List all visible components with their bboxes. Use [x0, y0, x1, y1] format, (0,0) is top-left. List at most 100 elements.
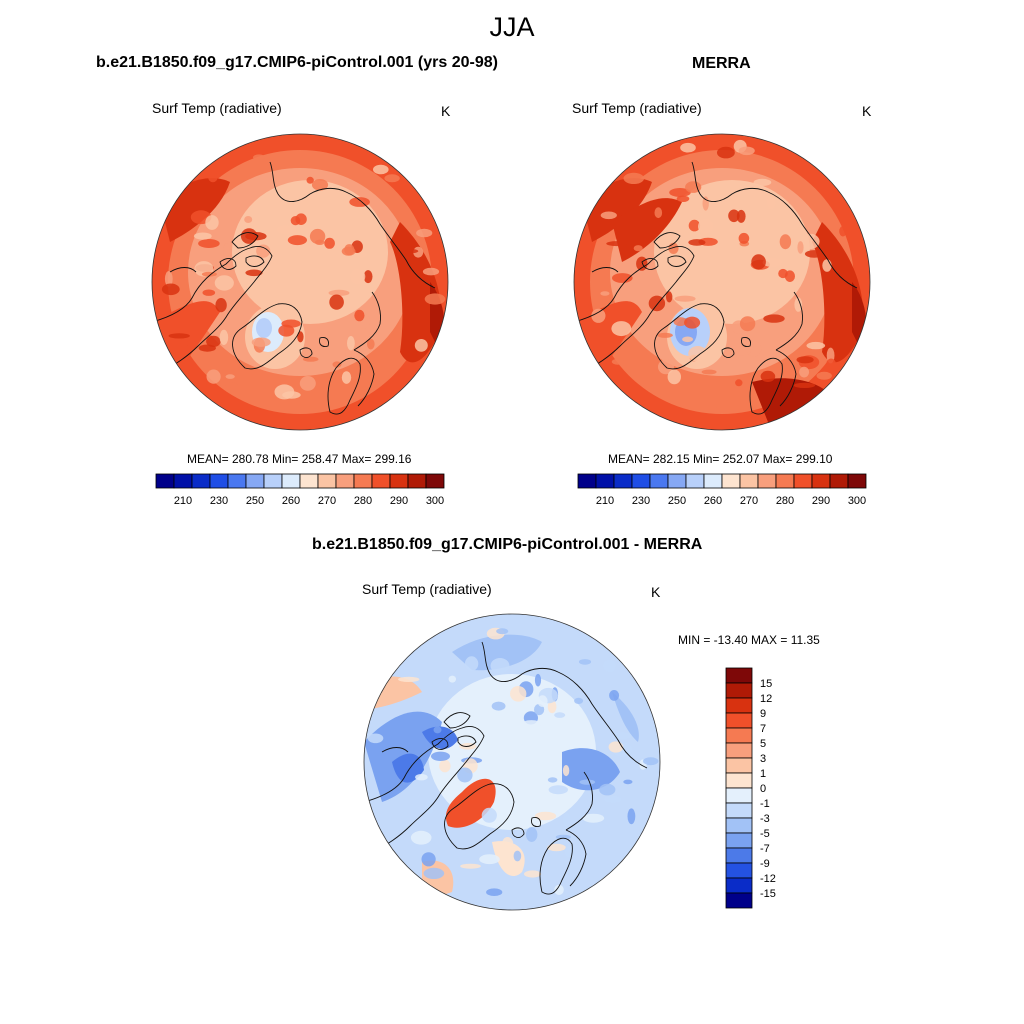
map-speckle	[657, 332, 673, 338]
colorbar-2-box	[829, 473, 849, 489]
map-region	[390, 222, 442, 363]
colorbar-3-tick-label: 15	[760, 678, 772, 690]
map-speckle	[554, 712, 566, 718]
coastline	[353, 349, 375, 407]
colorbar-2-box	[595, 473, 615, 489]
map-speckle	[784, 270, 795, 282]
colorbar-1-box	[245, 473, 265, 489]
map-speckle	[701, 369, 717, 375]
map-speckle	[735, 379, 743, 387]
coastline	[299, 347, 313, 358]
coastline	[231, 232, 259, 249]
coastline	[511, 827, 525, 838]
map-region	[256, 318, 272, 338]
map-speckle	[481, 807, 497, 823]
map-speckle	[574, 697, 584, 704]
colorbar-3-box	[725, 847, 753, 864]
coastline	[775, 291, 803, 351]
map-speckle	[341, 246, 356, 256]
coastline	[641, 258, 659, 270]
map-speckle	[425, 799, 434, 815]
map-speckle	[464, 656, 479, 672]
colorbar-3-tick-label: 3	[760, 753, 766, 765]
map-region	[612, 692, 639, 742]
map-region	[812, 222, 864, 363]
map-speckle	[341, 371, 352, 384]
map-speckle	[537, 695, 548, 707]
map-speckle	[164, 271, 173, 287]
map-speckle	[804, 250, 824, 258]
map-speckle	[627, 808, 636, 825]
map-speckle	[496, 628, 509, 635]
colorbar-3-box	[725, 832, 753, 849]
colorbar-2-tick-label: 210	[596, 495, 614, 507]
map-speckle	[839, 226, 847, 237]
colorbar-1-tick-label: 250	[246, 495, 264, 507]
colorbar-2-box	[613, 473, 633, 489]
map-speckle	[603, 659, 616, 673]
map-speckle	[208, 172, 218, 183]
map-speckle	[448, 675, 456, 683]
colorbar-3-tick-label: 7	[760, 723, 766, 735]
map-speckle	[794, 297, 803, 312]
map-speckle	[311, 179, 329, 191]
map-speckle	[684, 316, 701, 329]
map-speckle	[800, 233, 820, 250]
panel-2-unit: K	[862, 103, 872, 119]
map-speckle	[198, 239, 220, 248]
coastline	[481, 641, 648, 769]
map-speckle	[347, 336, 355, 351]
map-speckle	[738, 232, 750, 244]
coastline	[667, 255, 687, 267]
map-speckle	[762, 258, 782, 267]
map-region	[654, 180, 810, 324]
map-speckle	[424, 293, 446, 305]
map-speckle	[422, 267, 440, 276]
map-speckle	[423, 867, 445, 879]
map-speckle	[253, 154, 265, 161]
coastline	[775, 349, 797, 407]
coastline	[269, 161, 436, 289]
map-speckle	[370, 756, 387, 765]
colorbar-3-box	[725, 682, 753, 699]
map-speckle	[219, 329, 229, 345]
colorbar-2-tick-label: 300	[848, 495, 866, 507]
coastline	[219, 258, 237, 270]
map-speckle	[290, 216, 301, 226]
colorbar-3-tick-label: -7	[760, 843, 770, 855]
map-speckle	[717, 146, 735, 159]
map-speckle	[460, 863, 481, 869]
colorbar-2-tick-label: 290	[812, 495, 830, 507]
map-speckle	[654, 207, 663, 219]
coastline	[381, 747, 409, 753]
map-speckle	[797, 241, 804, 254]
map-speckle	[667, 369, 681, 385]
map-region	[422, 726, 458, 750]
map-speckle	[180, 338, 188, 349]
map-speckle	[215, 298, 227, 313]
map-speckle	[306, 176, 314, 184]
panel-3-stats: MIN = -13.40 MAX = 11.35	[678, 633, 820, 647]
colorbar-2-box	[649, 473, 669, 489]
map-speckle	[738, 146, 755, 156]
map-speckle	[612, 732, 632, 740]
map-speckle	[524, 870, 542, 878]
map-speckle	[633, 245, 643, 252]
map-speckle	[161, 283, 180, 296]
map-speckle	[491, 701, 506, 711]
map-speckle	[779, 234, 792, 250]
map-speckle	[739, 316, 756, 332]
coastline	[319, 337, 329, 347]
map-speckle	[600, 211, 617, 220]
colorbar-2-box	[847, 473, 867, 489]
coastline	[232, 303, 303, 370]
coastline	[591, 267, 619, 273]
map-speckle	[751, 254, 766, 270]
colorbar-2-box	[793, 473, 813, 489]
colorbar-2-box	[739, 473, 759, 489]
map-speckle	[612, 273, 633, 283]
map-speckle	[457, 767, 473, 783]
map-speckle	[501, 837, 514, 852]
map-region	[752, 378, 842, 430]
map-speckle	[753, 178, 772, 186]
